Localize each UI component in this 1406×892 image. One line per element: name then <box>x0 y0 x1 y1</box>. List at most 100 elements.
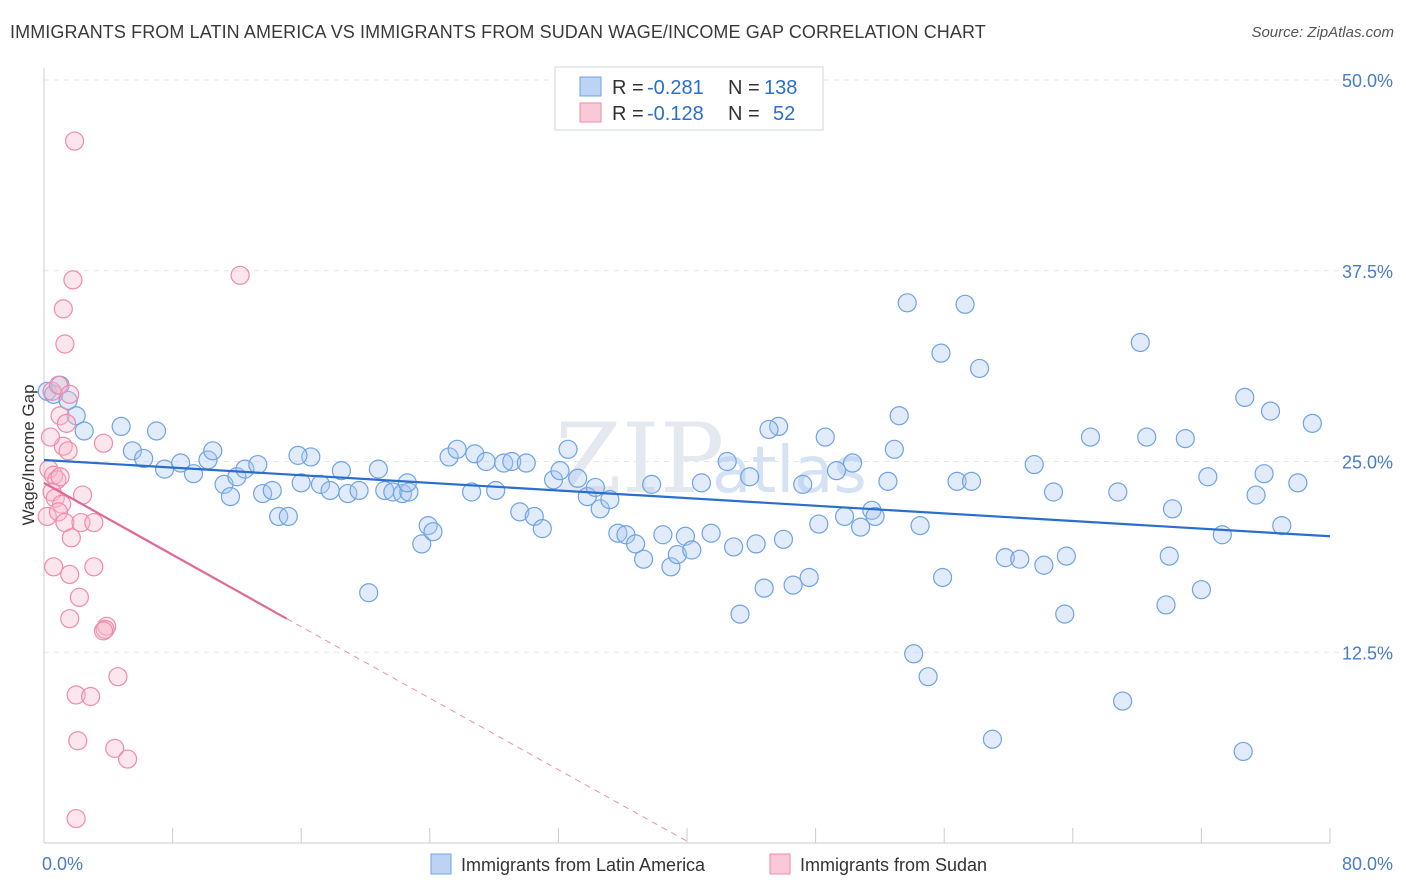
latin-america-point-110 <box>1024 454 1044 475</box>
sudan-point-3 <box>55 334 75 354</box>
sudan-point-39 <box>68 731 88 751</box>
chart-title: IMMIGRANTS FROM LATIN AMERICA VS IMMIGRA… <box>10 22 986 42</box>
sudan-point-30 <box>84 557 104 577</box>
latin-america-point-41 <box>423 522 443 542</box>
sudan-point-0 <box>64 131 85 151</box>
latin-america-point-71 <box>682 540 702 560</box>
latin-america-point-72 <box>691 473 712 493</box>
latin-america-point-112 <box>1043 482 1064 502</box>
bottom-legend-label-2: Immigrants from Sudan <box>800 855 987 875</box>
latin-america-point-28 <box>320 480 340 501</box>
latin-america-point-128 <box>1233 741 1253 762</box>
latin-america-point-35 <box>383 482 403 502</box>
y-tick-label-0: 12.5% <box>1342 643 1393 663</box>
latin-america-point-36 <box>392 483 413 504</box>
sudan-point-27 <box>61 528 81 548</box>
latin-america-point-9 <box>146 421 167 441</box>
series-sudan-points <box>37 131 250 829</box>
latin-america-point-86 <box>809 514 829 534</box>
y-tick-labels: 12.5% 25.0% 37.5% 50.0% <box>1342 71 1393 663</box>
sudan-point-28 <box>44 557 64 577</box>
latin-america-point-77 <box>740 467 760 487</box>
latin-america-point-96 <box>889 406 909 426</box>
latin-america-point-62 <box>608 523 628 543</box>
latin-america-point-108 <box>995 548 1015 568</box>
latin-america-point-22 <box>269 506 289 527</box>
latin-america-point-102 <box>932 567 953 588</box>
latin-america-point-127 <box>1235 387 1255 408</box>
latin-america-point-81 <box>759 419 779 440</box>
latin-america-point-89 <box>834 506 855 527</box>
latin-america-point-133 <box>1288 473 1308 493</box>
sudan-point-11 <box>58 441 78 461</box>
trend-lines <box>43 458 1331 844</box>
sudan-point-42 <box>66 808 86 829</box>
latin-america-point-106 <box>969 358 990 379</box>
legend-r-value-2: -0.128 <box>647 103 704 125</box>
latin-america-point-130 <box>1254 464 1274 484</box>
latin-america-point-21 <box>262 480 282 501</box>
latin-america-point-120 <box>1156 595 1176 615</box>
latin-america-point-131 <box>1260 401 1281 421</box>
latin-america-point-82 <box>773 529 794 549</box>
latin-america-point-43 <box>447 439 467 459</box>
sudan-point-7 <box>60 384 80 404</box>
sudan-point-17 <box>50 467 70 487</box>
series-latin-america-points <box>37 293 1322 762</box>
latin-america-point-14 <box>203 441 223 461</box>
latin-america-point-99 <box>910 515 930 536</box>
sudan-point-32 <box>60 609 80 629</box>
latin-america-point-44 <box>461 482 482 502</box>
latin-america-point-119 <box>1137 427 1157 447</box>
legend-swatch-pink <box>579 102 602 123</box>
latin-america-point-48 <box>494 453 514 473</box>
latin-america-point-115 <box>1080 427 1101 447</box>
sudan-point-4 <box>230 265 250 285</box>
x-tick-labels: 0.0% 80.0% <box>42 854 1393 874</box>
latin-america-point-55 <box>550 461 570 481</box>
latin-america-point-94 <box>878 471 898 491</box>
latin-america-point-114 <box>1056 546 1076 566</box>
sudan-point-22 <box>37 506 57 527</box>
latin-america-point-31 <box>349 480 369 501</box>
latin-america-point-134 <box>1302 413 1322 433</box>
latin-america-point-88 <box>826 461 847 481</box>
latin-america-point-57 <box>568 468 588 488</box>
latin-america-point-24 <box>291 473 311 493</box>
legend-n-label-1: N = <box>728 77 760 99</box>
latin-america-point-78 <box>746 534 766 554</box>
trend-line-latin-america <box>43 458 1331 538</box>
y-tick-label-1: 25.0% <box>1342 453 1393 473</box>
latin-america-point-124 <box>1191 580 1212 600</box>
latin-america-point-8 <box>134 448 154 469</box>
legend-r-label-1: R = <box>612 77 644 99</box>
sudan-point-23 <box>48 502 69 522</box>
latin-america-point-56 <box>558 439 578 459</box>
latin-america-point-107 <box>982 729 1003 749</box>
latin-america-point-5 <box>74 421 94 441</box>
latin-america-point-116 <box>1108 482 1128 502</box>
latin-america-point-103 <box>947 471 967 491</box>
sudan-point-38 <box>108 667 128 687</box>
latin-america-point-91 <box>851 517 871 537</box>
latin-america-point-18 <box>235 459 255 479</box>
sudan-point-29 <box>60 564 80 585</box>
latin-america-point-64 <box>625 534 646 554</box>
latin-america-point-32 <box>359 583 379 603</box>
x-tick-label-1: 80.0% <box>1342 854 1393 874</box>
sudan-point-1 <box>63 270 83 290</box>
latin-america-point-33 <box>368 459 388 479</box>
latin-america-point-46 <box>476 451 496 472</box>
latin-america-point-74 <box>717 451 737 472</box>
latin-america-point-61 <box>600 490 620 510</box>
latin-america-point-113 <box>1055 604 1075 624</box>
latin-america-point-39 <box>412 534 432 554</box>
sudan-point-8 <box>50 406 70 426</box>
latin-america-point-132 <box>1272 515 1292 536</box>
latin-america-point-50 <box>510 502 530 522</box>
latin-america-point-122 <box>1162 499 1183 519</box>
latin-america-point-47 <box>486 480 506 501</box>
y-tick-label-3: 50.0% <box>1342 71 1393 91</box>
latin-america-point-10 <box>154 459 175 479</box>
stats-legend: R = -0.281 N = 138 R = -0.128 N = 52 <box>554 66 824 131</box>
